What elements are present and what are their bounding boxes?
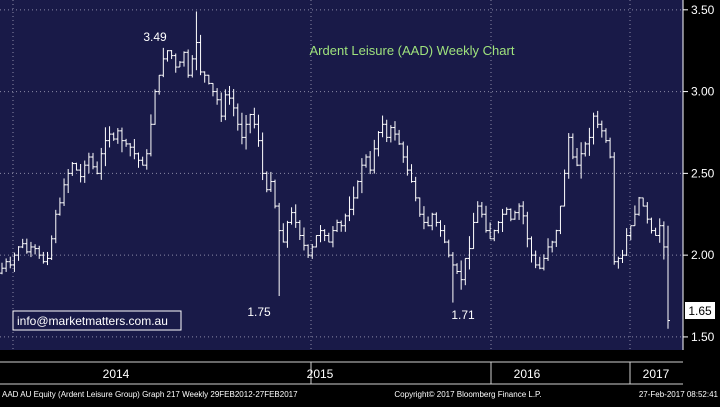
y-axis: 1.50 2.00 2.50 3.00 3.50 (682, 0, 715, 350)
footer-center: Copyright© 2017 Bloomberg Finance L.P. (394, 390, 541, 399)
watermark-text[interactable]: info@marketmatters.com.au (17, 314, 168, 328)
y-tick-label: 3.50 (691, 3, 715, 17)
x-label-2016: 2016 (514, 367, 541, 381)
chart-title: Ardent Leisure (AAD) Weekly Chart (310, 43, 515, 58)
x-label-2014: 2014 (103, 367, 130, 381)
x-axis: 2014 2015 2016 2017 (0, 361, 683, 385)
footer-right: 27-Feb-2017 08:52:41 (639, 390, 719, 399)
x-label-2015: 2015 (307, 367, 334, 381)
ohlc-bars (0, 11, 670, 329)
x-label-2017: 2017 (643, 367, 670, 381)
watermark-box (12, 310, 182, 331)
y-tick-label: 3.00 (691, 85, 715, 99)
footer-left: AAD AU Equity (Ardent Leisure Group) Gra… (2, 390, 298, 399)
y-tick-label: 2.00 (691, 248, 715, 262)
footer: AAD AU Equity (Ardent Leisure Group) Gra… (2, 390, 719, 399)
annotation-low-2015: 1.75 (247, 305, 271, 319)
annotation-high: 3.49 (143, 30, 167, 44)
y-tick-label: 1.50 (691, 330, 715, 344)
annotation-low-2016: 1.71 (451, 308, 475, 322)
y-tick-label: 2.50 (691, 166, 715, 180)
last-price-tag: 1.65 (685, 302, 715, 319)
last-price-label: 1.65 (688, 304, 712, 318)
